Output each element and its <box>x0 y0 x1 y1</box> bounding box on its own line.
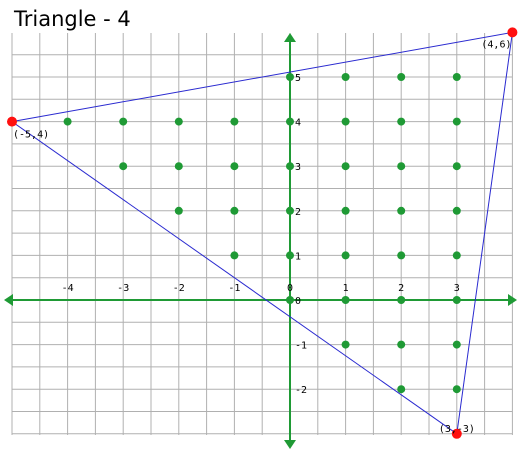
lattice-point <box>452 296 461 304</box>
lattice-point <box>341 162 350 171</box>
grid <box>11 33 513 435</box>
lattice-point <box>286 206 294 215</box>
lattice-point <box>174 117 183 126</box>
lattice-point <box>341 296 350 304</box>
x-tick-label: -2 <box>173 283 185 294</box>
y-tick-label: 3 <box>295 162 301 173</box>
lattice-point <box>397 340 406 349</box>
lattice-point <box>397 385 406 394</box>
lattice-point <box>452 73 461 81</box>
lattice-point <box>452 117 461 126</box>
lattice-point <box>397 296 406 304</box>
triangle-edge <box>456 32 513 434</box>
x-axis-arrow-right <box>508 294 517 306</box>
lattice-point <box>230 117 239 126</box>
lattice-point <box>174 206 183 215</box>
lattice-point <box>174 162 183 171</box>
y-tick-label: -2 <box>295 385 307 396</box>
lattice-point <box>452 206 461 215</box>
vertex-point <box>7 116 17 127</box>
lattice-point <box>119 162 128 171</box>
x-tick-label: 0 <box>287 283 293 294</box>
vertex-label: (-5,4) <box>13 130 49 141</box>
vertex-point <box>507 27 518 38</box>
axes <box>4 33 517 449</box>
x-tick-label: 1 <box>343 283 349 294</box>
lattice-point <box>397 206 406 215</box>
vertices: (4,6) (-5,4) (3,-3) <box>7 27 518 439</box>
y-tick-label: 4 <box>295 118 301 129</box>
y-tick-label: 1 <box>295 251 301 262</box>
x-axis-arrow-left <box>4 294 13 306</box>
tick-labels: -4 -3 -2 -1 0 1 2 3 5 4 3 2 1 0 -1 -2 <box>62 73 460 396</box>
lattice-point <box>230 251 239 260</box>
y-tick-label: 2 <box>295 207 301 218</box>
x-tick-label: -4 <box>62 283 74 294</box>
x-tick-label: -1 <box>228 283 240 294</box>
x-tick-label: 2 <box>398 283 404 294</box>
diagram-title: Triangle - 4 <box>13 7 131 31</box>
lattice-point <box>286 162 294 171</box>
lattice-point <box>286 296 294 304</box>
triangle-edge <box>11 121 458 435</box>
x-tick-label: -3 <box>117 283 129 294</box>
y-tick-label: 0 <box>295 296 301 307</box>
lattice-point <box>341 117 350 126</box>
lattice-point <box>397 162 406 171</box>
lattice-point <box>397 73 406 81</box>
lattice-point <box>397 117 406 126</box>
lattice-point <box>286 251 294 260</box>
lattice-point <box>452 251 461 260</box>
y-axis-arrow-bottom <box>284 440 296 449</box>
y-axis-arrow-top <box>284 33 296 42</box>
y-tick-label: -1 <box>295 341 307 352</box>
lattice-point <box>63 117 72 126</box>
vertex-point <box>451 428 462 439</box>
lattice-point <box>230 206 239 215</box>
vertex-label: (4,6) <box>481 39 511 50</box>
triangle <box>11 31 513 435</box>
y-tick-label: 5 <box>295 73 301 84</box>
lattice-point <box>341 206 350 215</box>
lattice-point <box>341 73 350 81</box>
lattice-point <box>286 73 294 81</box>
lattice-point <box>452 162 461 171</box>
lattice-point <box>230 162 239 171</box>
lattice-point <box>341 251 350 260</box>
lattice-point <box>452 340 461 349</box>
vertex-label: (3,-3) <box>439 424 475 435</box>
lattice-points <box>63 73 461 394</box>
lattice-point <box>286 117 294 126</box>
triangle-edge <box>11 31 513 123</box>
lattice-point <box>341 340 350 349</box>
lattice-point <box>452 385 461 394</box>
x-tick-label: 3 <box>454 283 460 294</box>
lattice-point <box>119 117 128 126</box>
lattice-point <box>397 251 406 260</box>
